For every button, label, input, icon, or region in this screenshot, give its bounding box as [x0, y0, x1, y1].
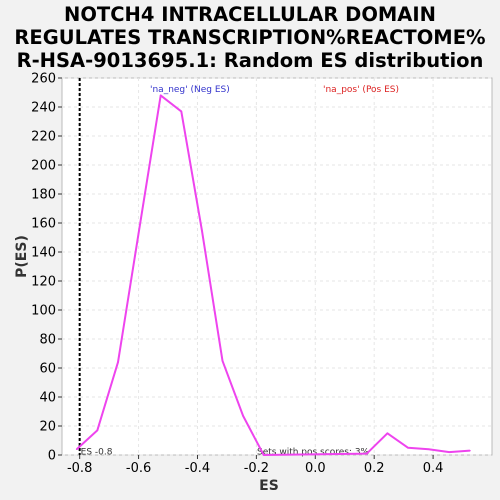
x-tick-label: 0.0: [305, 461, 326, 476]
data-point: [366, 452, 368, 455]
x-tick-label: 0.2: [364, 461, 385, 476]
data-point: [117, 361, 119, 364]
y-tick-label: 240: [31, 101, 56, 116]
y-tick-label: 140: [31, 246, 56, 261]
pos-es-label: 'na_pos' (Pos ES): [323, 85, 399, 95]
title-line-1: NOTCH4 INTRACELLULAR DOMAIN: [64, 3, 436, 26]
data-point: [262, 454, 265, 456]
x-tick-label: -0.2: [244, 461, 269, 476]
y-tick-label: 60: [39, 362, 56, 377]
y-tick-label: 20: [39, 420, 56, 435]
data-point: [96, 429, 99, 432]
pos-scores-label: Sets with pos scores: 3%: [257, 448, 370, 458]
series-group: [75, 94, 471, 456]
y-tick-label: 180: [31, 188, 56, 203]
data-point: [469, 449, 471, 452]
y-tick-label: 100: [31, 304, 56, 319]
data-point: [386, 432, 389, 435]
x-tick-label: -0.4: [185, 461, 210, 476]
y-tick-label: 200: [31, 159, 56, 174]
series-line-0: [76, 94, 470, 456]
y-tick-label: 80: [39, 333, 56, 348]
data-point: [242, 415, 244, 417]
y-tick-label: 220: [31, 130, 56, 145]
observed-es-label: ES -0.8: [81, 448, 113, 458]
chart-title: NOTCH4 INTRACELLULAR DOMAIN REGULATES TR…: [0, 3, 500, 72]
data-point: [221, 359, 224, 362]
x-tick-label: 0.4: [423, 461, 444, 476]
x-axis-ticks: -0.8 -0.6 -0.4 -0.2 0.0 0.2 0.4: [67, 455, 443, 476]
y-tick-label: 160: [31, 217, 56, 232]
x-axis-label: ES: [259, 478, 279, 494]
y-tick-label: 0: [48, 449, 56, 464]
x-tick-label: -0.6: [126, 461, 151, 476]
x-tick-label: -0.8: [67, 461, 92, 476]
data-point: [137, 232, 140, 234]
y-tick-label: 40: [39, 391, 56, 406]
y-axis-label: P(ES): [14, 235, 30, 278]
neg-es-label: 'na_neg' (Neg ES): [150, 85, 230, 95]
data-point: [427, 448, 430, 451]
y-tick-label: 260: [31, 72, 56, 87]
plot-area: [61, 77, 493, 456]
data-point: [448, 451, 451, 453]
data-point: [159, 94, 162, 97]
y-axis-ticks: 0 20 40 60 80 100 120 140 160 180 200 220 240 260: [31, 72, 62, 464]
data-point: [201, 229, 203, 232]
data-point: [180, 110, 183, 113]
y-tick-label: 120: [31, 275, 56, 290]
title-line-2: REGULATES TRANSCRIPTION%REACTOME%: [14, 26, 486, 49]
data-point: [407, 446, 409, 449]
data-point: [75, 448, 78, 451]
title-line-3: R-HSA-9013695.1: Random ES distribution: [16, 49, 484, 72]
